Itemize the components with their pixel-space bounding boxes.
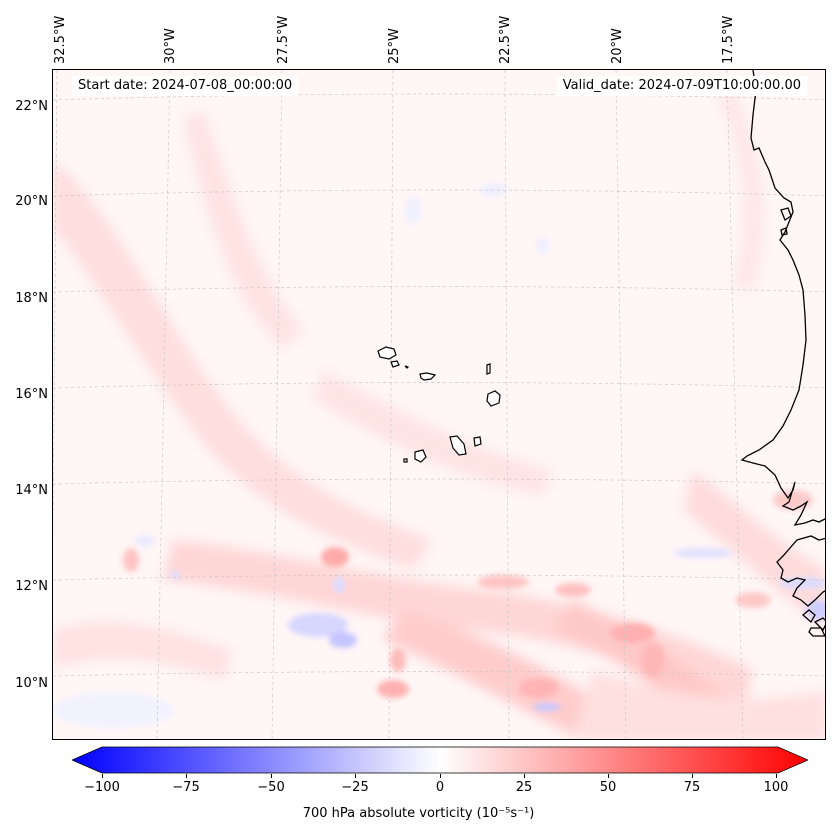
colorbar-gradient — [70, 746, 810, 774]
latitude-label: 14°N — [15, 483, 48, 498]
longitude-label: 17.5°W — [721, 15, 736, 64]
longitude-label: 27.5°W — [276, 15, 291, 64]
longitude-label: 30°W — [163, 28, 178, 64]
longitude-label: 32.5°W — [53, 15, 68, 64]
longitude-label: 25°W — [387, 28, 402, 64]
colorbar-tick-label: 100 — [763, 780, 789, 795]
colorbar-tick-label: 50 — [599, 780, 617, 795]
latitude-label: 20°N — [15, 194, 48, 209]
map-canvas — [53, 70, 825, 739]
longitude-label: 20°W — [610, 28, 625, 64]
vorticity-map — [52, 69, 826, 740]
colorbar-tick-mark — [186, 774, 187, 778]
latitude-label: 10°N — [15, 676, 48, 691]
latitude-label: 22°N — [15, 99, 48, 114]
latitude-label: 12°N — [15, 579, 48, 594]
colorbar-tick-mark — [524, 774, 525, 778]
colorbar-tick-mark — [776, 774, 777, 778]
positive-vorticity-bands — [53, 90, 825, 739]
colorbar-tick-mark — [355, 774, 356, 778]
colorbar-tick-label: 25 — [515, 780, 533, 795]
start-date-label: Start date: 2024-07-08_00:00:00 — [72, 76, 299, 96]
colorbar-svg — [70, 746, 810, 774]
positive-vorticity-cores — [123, 490, 813, 698]
colorbar-tick-mark — [102, 774, 103, 778]
colorbar-tick-label: −100 — [84, 780, 120, 795]
cabo-verde-islands — [377, 346, 501, 463]
african-coastline — [740, 70, 825, 637]
graticule — [53, 70, 825, 739]
negative-vorticity-patches — [53, 184, 825, 728]
colorbar-tick-label: −75 — [172, 780, 200, 795]
colorbar-label: 700 hPa absolute vorticity (10⁻⁵s⁻¹) — [302, 806, 535, 821]
colorbar-tick-label: 0 — [435, 780, 445, 795]
colorbar-tick-mark — [692, 774, 693, 778]
latitude-label: 16°N — [15, 387, 48, 402]
colorbar — [70, 746, 810, 774]
colorbar-tick-mark — [440, 774, 441, 778]
colorbar-tick-mark — [608, 774, 609, 778]
valid-date-label: Valid_date: 2024-07-09T10:00:00.00 — [556, 76, 807, 96]
colorbar-tick-label: 75 — [683, 780, 701, 795]
colorbar-tick-label: −50 — [257, 780, 285, 795]
latitude-label: 18°N — [15, 291, 48, 306]
longitude-label: 22.5°W — [498, 15, 513, 64]
colorbar-tick-mark — [271, 774, 272, 778]
colorbar-tick-label: −25 — [341, 780, 369, 795]
